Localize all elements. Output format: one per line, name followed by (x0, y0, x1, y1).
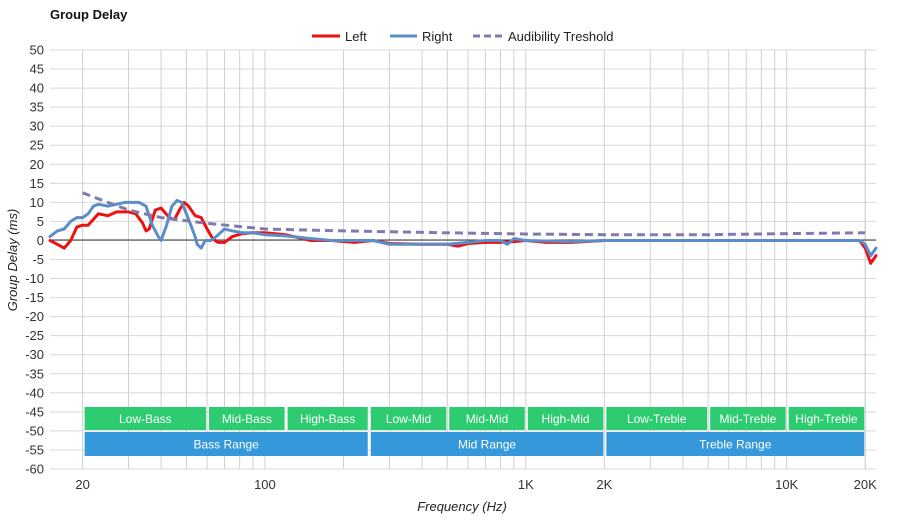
frequency-range-bars: Low-Bass Mid-Bass High-Bass Low-Mid Mid-Mid H… (84, 407, 865, 456)
x-tick-label: 2K (596, 477, 612, 492)
y-axis-label: Group Delay (ms) (5, 209, 20, 312)
series-line-right (48, 199, 878, 258)
x-tick-label: 10K (775, 477, 798, 492)
legend-item-left: Left (312, 29, 367, 44)
sub-range-bar (527, 407, 604, 430)
series-lines (48, 191, 878, 265)
sub-range-bar (606, 407, 708, 430)
legend: Left Right Audibility Treshold (312, 29, 614, 44)
y-tick-label: 20 (30, 157, 44, 172)
legend-label-right: Right (422, 29, 453, 44)
legend-item-right: Right (390, 29, 453, 44)
sub-range-bar (287, 407, 368, 430)
y-tick-label: 15 (30, 176, 44, 191)
y-tick-label: 0 (37, 233, 44, 248)
legend-label-audibility-threshold: Audibility Treshold (508, 29, 614, 44)
series-line-left (48, 200, 878, 265)
y-tick-label: 50 (30, 43, 44, 58)
y-tick-label: -50 (25, 423, 44, 438)
legend-item-audibility-threshold: Audibility Treshold (473, 29, 614, 44)
sub-range-bar (370, 407, 447, 430)
grid-lines (50, 49, 876, 470)
y-tick-label: -55 (25, 442, 44, 457)
y-tick-label: -5 (32, 252, 44, 267)
sub-range-label: Mid-Bass (222, 412, 272, 426)
x-tick-label: 20 (75, 477, 89, 492)
sub-range-bar (788, 407, 865, 430)
x-tick-label: 20K (854, 477, 877, 492)
sub-range-label: High-Mid (542, 412, 590, 426)
y-tick-label: -45 (25, 404, 44, 419)
series-line-audibility-treshold (82, 191, 866, 237)
main-range-label: Mid Range (458, 438, 516, 452)
y-tick-label: -20 (25, 309, 44, 324)
sub-range-label: Low-Bass (119, 412, 172, 426)
main-range-bar (606, 432, 865, 456)
y-tick-label: 5 (37, 214, 44, 229)
y-tick-label: -40 (25, 385, 44, 400)
y-tick-label: 10 (30, 195, 44, 210)
y-tick-label: 25 (30, 138, 44, 153)
sub-range-bar (449, 407, 525, 430)
main-range-bar (370, 432, 604, 456)
y-tick-label: -30 (25, 347, 44, 362)
sub-range-label: High-Treble (795, 412, 858, 426)
y-tick-label: 35 (30, 100, 44, 115)
sub-range-label: High-Bass (300, 412, 355, 426)
sub-range-label: Mid-Treble (719, 412, 776, 426)
sub-range-label: Low-Mid (386, 412, 431, 426)
y-tick-label: -25 (25, 328, 44, 343)
y-tick-label: -15 (25, 290, 44, 305)
sub-range-label: Mid-Mid (466, 412, 509, 426)
y-tick-label: 40 (30, 81, 44, 96)
x-tick-label: 100 (254, 477, 276, 492)
y-tick-label: 45 (30, 62, 44, 77)
y-tick-label: 30 (30, 119, 44, 134)
sub-range-bar (84, 407, 207, 430)
sub-range-bar (710, 407, 786, 430)
chart-title: Group Delay (50, 7, 128, 22)
x-tick-label: 1K (518, 477, 534, 492)
main-range-label: Bass Range (193, 438, 259, 452)
main-range-label: Treble Range (699, 438, 772, 452)
y-tick-labels: 50454035302520151050-5-10-15-20-25-30-35… (25, 43, 44, 477)
x-axis-label: Frequency (Hz) (417, 499, 507, 514)
legend-label-left: Left (345, 29, 367, 44)
y-tick-label: -60 (25, 462, 44, 477)
x-tick-labels: 20 100 1K 2K 10K 20K (75, 477, 877, 492)
y-tick-label: -10 (25, 271, 44, 286)
sub-range-label: Low-Treble (627, 412, 687, 426)
main-range-bar (84, 432, 368, 456)
y-tick-label: -35 (25, 366, 44, 381)
sub-range-bar (209, 407, 285, 430)
